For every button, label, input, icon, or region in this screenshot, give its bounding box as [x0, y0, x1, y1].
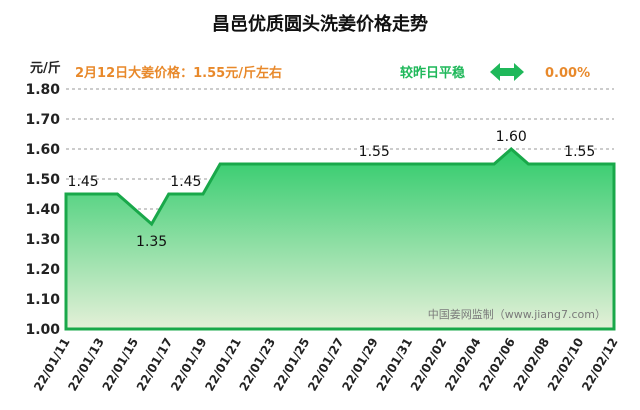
y-axis-unit: 元/斤	[30, 60, 61, 76]
chart-title: 昌邑优质圆头洗姜价格走势	[212, 13, 428, 35]
y-tick-label: 1.30	[25, 232, 60, 248]
data-point	[202, 193, 204, 195]
data-point	[151, 223, 153, 225]
data-point	[562, 163, 564, 165]
data-point	[527, 163, 529, 165]
y-axis-ticks: 1.80 1.70 1.60 1.50 1.40 1.30 1.20 1.10 1.00	[25, 82, 60, 338]
data-point	[390, 163, 392, 165]
data-point	[425, 163, 427, 165]
data-point	[596, 163, 598, 165]
data-point	[459, 163, 461, 165]
data-point	[305, 163, 307, 165]
data-point	[510, 148, 512, 150]
data-point	[116, 193, 118, 195]
data-point	[65, 193, 67, 195]
y-tick-label: 1.40	[25, 202, 60, 218]
data-point	[82, 193, 84, 195]
data-point	[99, 193, 101, 195]
watermark-text: 中国姜网监制（www.jiang7.com）	[428, 307, 606, 321]
data-point	[134, 208, 135, 210]
compare-text: 较昨日平稳	[400, 65, 465, 81]
data-point	[442, 163, 444, 165]
area-series	[64, 147, 616, 331]
data-point	[253, 163, 255, 165]
data-point	[185, 193, 187, 195]
data-point	[236, 163, 238, 165]
y-tick-label: 1.10	[25, 292, 60, 308]
y-tick-label: 1.70	[25, 112, 60, 128]
data-label: 1.55	[359, 144, 390, 160]
data-label: 1.55	[564, 144, 595, 160]
data-point	[271, 163, 272, 165]
data-point	[493, 163, 495, 165]
data-point	[373, 163, 375, 165]
y-tick-label: 1.80	[25, 82, 60, 98]
data-label: 1.60	[496, 129, 527, 145]
data-label: 1.35	[136, 234, 167, 250]
data-point	[545, 163, 546, 165]
data-point	[168, 193, 170, 195]
data-label: 1.45	[68, 174, 99, 190]
data-labels: 1.45 1.35 1.45 1.55 1.60 1.55	[68, 129, 596, 250]
data-point	[579, 163, 581, 165]
data-point	[613, 163, 615, 165]
y-tick-label: 1.50	[25, 172, 60, 188]
y-tick-label: 1.20	[25, 262, 60, 278]
data-point	[219, 163, 221, 165]
x-axis-ticks: 22/01/1122/01/1322/01/1522/01/1722/01/19…	[31, 336, 621, 394]
change-percent: 0.00%	[545, 66, 590, 81]
data-point	[339, 163, 341, 165]
data-point	[356, 163, 358, 165]
double-arrow-icon	[490, 63, 524, 81]
data-point	[408, 163, 409, 165]
data-point	[476, 163, 478, 165]
y-tick-label: 1.00	[25, 322, 60, 338]
price-info-text: 2月12日大姜价格：1.55元/斤左右	[75, 65, 282, 81]
y-tick-label: 1.60	[25, 142, 60, 158]
data-point	[322, 163, 324, 165]
data-label: 1.45	[170, 174, 201, 190]
data-point	[288, 163, 290, 165]
